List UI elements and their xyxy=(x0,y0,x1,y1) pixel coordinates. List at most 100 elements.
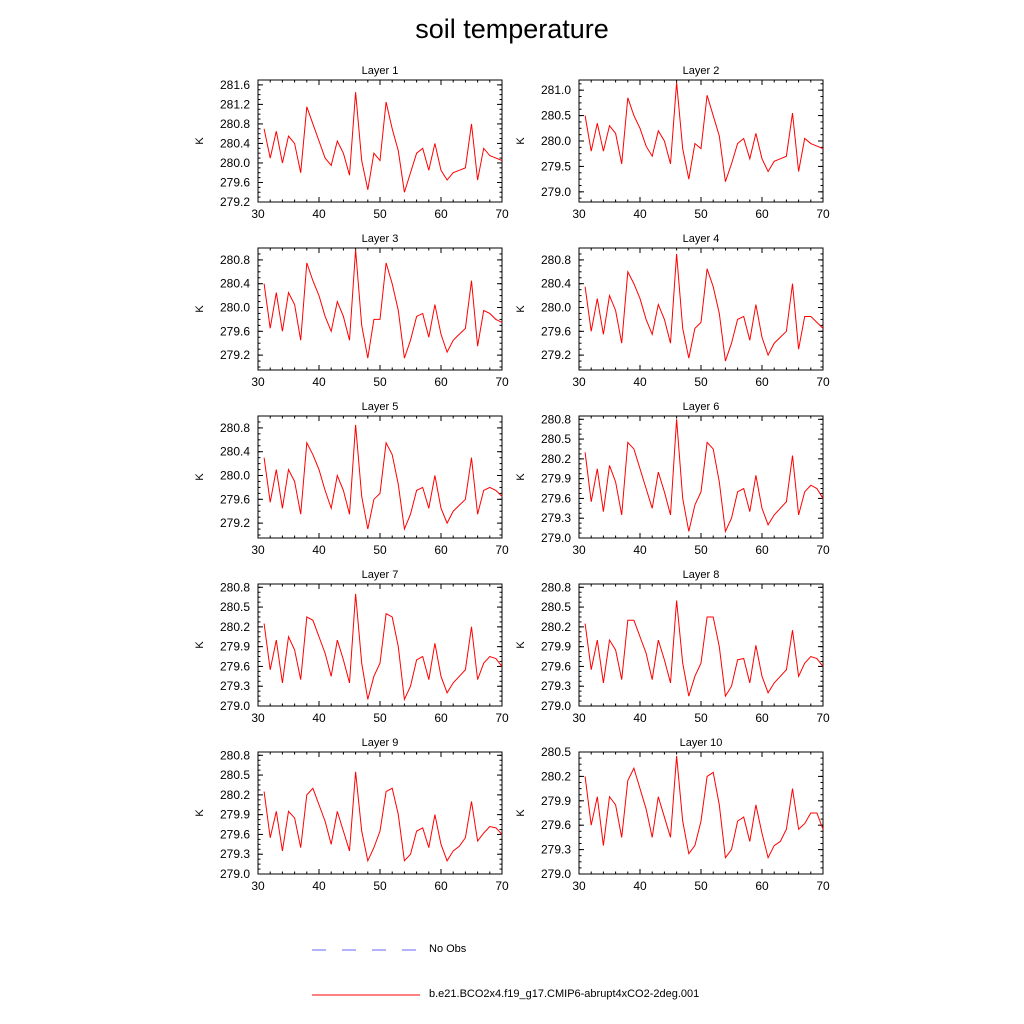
y-tick-label: 279.2 xyxy=(220,195,250,209)
y-tick-label: 280.4 xyxy=(220,136,250,150)
plot-frame xyxy=(257,751,503,875)
y-tick-label: 280.0 xyxy=(541,301,571,315)
model-series-line xyxy=(263,424,503,531)
x-tick-label: 50 xyxy=(373,879,387,893)
y-tick-label: 279.3 xyxy=(541,843,571,857)
x-tick-label: 40 xyxy=(312,879,326,893)
x-tick-label: 40 xyxy=(312,207,326,221)
y-tick-label: 281.2 xyxy=(220,97,250,111)
x-tick-label: 30 xyxy=(572,879,586,893)
y-tick-label: 280.8 xyxy=(541,580,571,594)
y-axis-label: K xyxy=(194,809,206,817)
x-tick-label: 70 xyxy=(495,375,509,389)
y-tick-label: 279.6 xyxy=(220,492,250,506)
panel-layer-7: Layer 7 K 30 40 50 60 70 279.0 279.3 279.6 279.9 28… xyxy=(194,569,509,725)
x-tick-label: 30 xyxy=(572,711,586,725)
panel-title: Layer 4 xyxy=(683,233,720,245)
x-tick-label: 50 xyxy=(694,711,708,725)
y-tick-label: 280.5 xyxy=(541,745,571,759)
x-tick-label: 70 xyxy=(816,711,830,725)
y-tick-label: 280.2 xyxy=(220,620,250,634)
x-tick-label: 30 xyxy=(572,543,586,557)
x-tick-label: 70 xyxy=(495,543,509,557)
y-tick-label: 279.0 xyxy=(220,699,250,713)
x-tick-label: 30 xyxy=(251,711,265,725)
plot-frame xyxy=(257,583,503,707)
y-axis-label: K xyxy=(194,137,206,145)
plot-frame xyxy=(578,247,824,371)
x-tick-label: 60 xyxy=(434,879,448,893)
y-tick-label: 280.4 xyxy=(220,445,250,459)
y-tick-label: 279.6 xyxy=(220,175,250,189)
x-tick-label: 70 xyxy=(816,879,830,893)
panel-title: Layer 10 xyxy=(680,737,723,749)
model-series-line xyxy=(263,249,503,359)
x-tick-label: 70 xyxy=(495,711,509,725)
x-tick-label: 50 xyxy=(373,543,387,557)
plot-frame xyxy=(257,79,503,203)
x-tick-label: 40 xyxy=(633,879,647,893)
x-tick-label: 50 xyxy=(694,879,708,893)
x-tick-label: 40 xyxy=(633,711,647,725)
y-tick-label: 280.5 xyxy=(541,109,571,123)
y-tick-label: 279.0 xyxy=(541,185,571,199)
x-tick-label: 50 xyxy=(373,207,387,221)
panel-layer-6: Layer 6 K 30 40 50 60 70 279.0 279.3 279.6 279.9 28… xyxy=(515,401,830,557)
x-tick-label: 50 xyxy=(373,711,387,725)
panel-layer-8: Layer 8 K 30 40 50 60 70 279.0 279.3 279.6 279.9 28… xyxy=(515,569,830,725)
x-tick-label: 40 xyxy=(633,543,647,557)
y-tick-label: 280.8 xyxy=(541,253,571,267)
x-tick-label: 60 xyxy=(434,375,448,389)
model-series-line xyxy=(263,92,503,193)
x-tick-label: 30 xyxy=(251,375,265,389)
y-tick-label: 280.8 xyxy=(220,253,250,267)
panel-title: Layer 2 xyxy=(683,65,720,77)
y-tick-label: 280.5 xyxy=(220,768,250,782)
y-tick-label: 279.2 xyxy=(220,516,250,530)
y-axis-label: K xyxy=(515,137,527,145)
y-tick-label: 280.2 xyxy=(541,452,571,466)
x-tick-label: 60 xyxy=(755,711,769,725)
y-tick-label: 279.3 xyxy=(220,679,250,693)
y-tick-label: 280.2 xyxy=(541,769,571,783)
y-tick-label: 280.0 xyxy=(220,469,250,483)
plot-frame xyxy=(257,247,503,371)
panel-title: Layer 8 xyxy=(683,569,720,581)
y-tick-label: 280.8 xyxy=(220,117,250,131)
y-tick-label: 280.2 xyxy=(220,788,250,802)
y-tick-label: 279.6 xyxy=(541,659,571,673)
y-tick-label: 279.6 xyxy=(220,659,250,673)
x-tick-label: 40 xyxy=(633,207,647,221)
y-tick-label: 280.0 xyxy=(541,134,571,148)
x-tick-label: 40 xyxy=(312,543,326,557)
panel-layer-9: Layer 9 K 30 40 50 60 70 279.0 279.3 279.6 279.9 28… xyxy=(194,737,509,893)
model-series-line xyxy=(263,771,503,863)
y-tick-label: 279.6 xyxy=(220,324,250,338)
y-tick-label: 279.9 xyxy=(541,472,571,486)
y-tick-label: 279.9 xyxy=(541,640,571,654)
y-tick-label: 279.0 xyxy=(541,699,571,713)
y-tick-label: 280.2 xyxy=(541,620,571,634)
panel-layer-5: Layer 5 K 30 40 50 60 70 279.2 279.6 280.0 280.4 28… xyxy=(194,401,509,557)
x-tick-label: 60 xyxy=(755,207,769,221)
y-tick-label: 280.5 xyxy=(220,600,250,614)
y-tick-label: 279.2 xyxy=(541,348,571,362)
y-tick-label: 280.8 xyxy=(220,748,250,762)
x-tick-label: 30 xyxy=(251,879,265,893)
y-axis-label: K xyxy=(194,641,206,649)
panel-layer-3: Layer 3 K 30 40 50 60 70 279.2 279.6 280.0 280.4 28… xyxy=(194,233,509,389)
y-tick-label: 279.6 xyxy=(220,827,250,841)
y-tick-label: 280.8 xyxy=(220,421,250,435)
y-axis-label: K xyxy=(194,305,206,313)
y-tick-label: 280.8 xyxy=(541,412,571,426)
x-tick-label: 30 xyxy=(572,207,586,221)
model-series-line xyxy=(584,82,824,182)
model-series-line xyxy=(584,419,824,534)
y-tick-label: 281.0 xyxy=(541,83,571,97)
y-tick-label: 280.4 xyxy=(541,277,571,291)
y-tick-label: 279.6 xyxy=(541,324,571,338)
x-tick-label: 30 xyxy=(251,207,265,221)
x-tick-label: 50 xyxy=(373,375,387,389)
y-tick-label: 280.0 xyxy=(220,156,250,170)
